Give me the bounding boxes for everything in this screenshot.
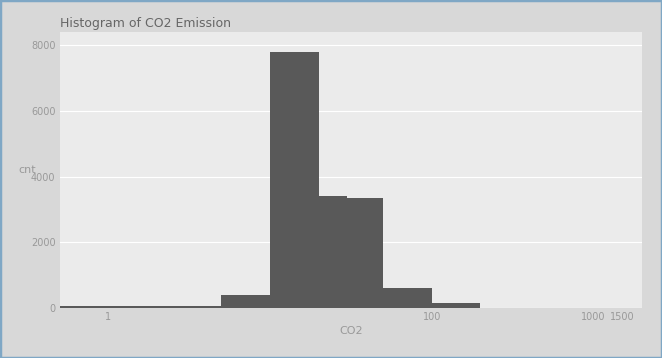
Bar: [432, 303, 481, 308]
Bar: [60, 306, 221, 308]
Bar: [347, 198, 383, 308]
Bar: [270, 52, 318, 308]
Bar: [318, 196, 347, 308]
Bar: [221, 295, 270, 308]
Text: Histogram of CO2 Emission: Histogram of CO2 Emission: [60, 17, 230, 30]
Bar: [383, 287, 432, 308]
X-axis label: CO2: CO2: [339, 326, 363, 336]
Y-axis label: cnt: cnt: [19, 165, 36, 175]
